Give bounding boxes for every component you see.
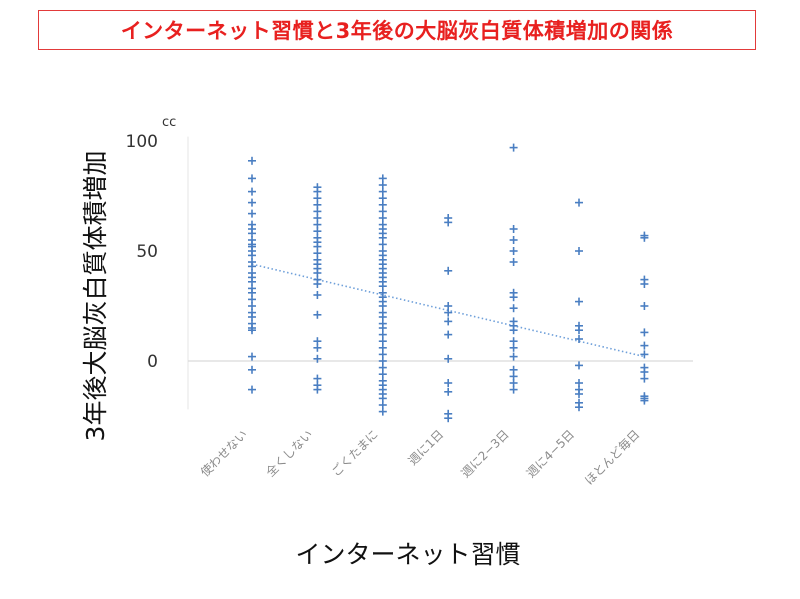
data-point <box>509 304 518 313</box>
data-point <box>248 198 256 207</box>
x-category-label: 全くしない <box>262 427 315 480</box>
data-point <box>248 174 256 183</box>
data-point <box>640 341 649 350</box>
data-point <box>575 335 583 343</box>
chart-title: インターネット習慣と3年後の大脳灰白質体積増加の関係 <box>120 19 674 43</box>
data-point <box>509 352 518 361</box>
y-axis-label: 3年後大脳灰白質体積増加 <box>81 151 110 442</box>
data-point <box>640 350 649 359</box>
y-tick-label: 100 <box>126 132 158 152</box>
data-point <box>313 354 322 363</box>
data-point <box>444 308 453 317</box>
y-unit-label: cc <box>162 115 176 130</box>
data-point <box>444 218 453 227</box>
x-category-label: 使わせない <box>197 427 250 480</box>
data-point <box>509 293 518 302</box>
x-category-label: 週に2−3日 <box>458 427 511 480</box>
x-category-label: 週に1日 <box>406 427 447 468</box>
data-point <box>313 343 322 352</box>
data-point <box>509 247 518 255</box>
axis-layer: 0 50 100 使わせない 全くしない ごくたまに 週に1日 週に2−3日 週に4−5日 ほとん… <box>126 132 693 488</box>
data-point <box>640 396 649 405</box>
data-point <box>313 291 322 299</box>
x-category-label: 週に4−5日 <box>524 427 577 480</box>
data-point <box>575 297 583 306</box>
data-point <box>444 387 453 396</box>
data-point <box>575 198 583 207</box>
data-point <box>575 390 583 398</box>
data-point <box>248 187 256 196</box>
data-point <box>248 365 256 374</box>
data-point <box>248 385 256 394</box>
data-point <box>313 310 322 319</box>
data-point <box>640 233 649 242</box>
data-point <box>444 379 453 387</box>
data-point <box>509 236 518 244</box>
x-category-label: ほとんど毎日 <box>581 427 642 488</box>
data-point <box>640 302 649 310</box>
data-point <box>313 280 322 288</box>
data-point <box>509 143 518 152</box>
data-point <box>575 403 583 412</box>
x-axis-label: インターネット習慣 <box>295 540 520 569</box>
data-point <box>444 414 453 423</box>
data-point <box>509 343 518 352</box>
data-point <box>509 385 518 394</box>
point-layer <box>248 143 649 423</box>
data-point <box>248 156 256 165</box>
data-point <box>248 209 256 218</box>
data-point <box>509 225 518 233</box>
data-point <box>640 280 649 288</box>
data-point <box>248 326 256 335</box>
chart-title-box: インターネット習慣と3年後の大脳灰白質体積増加の関係 <box>38 10 756 50</box>
data-point <box>640 374 649 383</box>
data-point <box>444 317 453 326</box>
data-point <box>444 266 453 275</box>
x-category-label: ごくたまに <box>328 427 381 480</box>
data-point <box>313 385 322 394</box>
data-point <box>640 328 649 337</box>
y-tick-label: 0 <box>147 352 158 372</box>
data-point <box>509 258 518 266</box>
data-point <box>378 407 387 416</box>
data-point <box>575 361 583 370</box>
data-point <box>575 247 583 255</box>
data-point <box>444 330 453 339</box>
data-point <box>444 354 453 363</box>
data-point <box>509 326 518 335</box>
y-tick-label: 50 <box>136 242 158 262</box>
data-point <box>248 352 256 361</box>
data-point <box>575 326 583 335</box>
